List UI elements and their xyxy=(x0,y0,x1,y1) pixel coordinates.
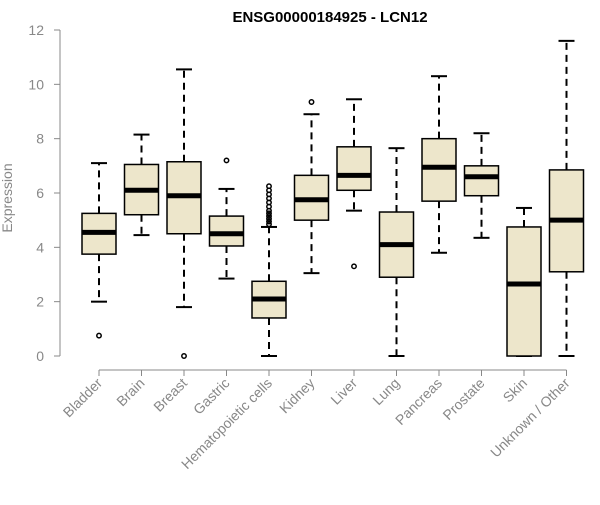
outlier-point xyxy=(266,183,272,190)
x-tick-label: Lung xyxy=(369,375,402,408)
x-tick-label: Bladder xyxy=(60,375,106,421)
box-kidney xyxy=(293,99,330,275)
y-tick-label: 2 xyxy=(36,294,44,310)
y-tick-label: 8 xyxy=(36,131,44,147)
x-tick-label: Unknown / Other xyxy=(487,375,573,461)
x-tick-label: Pancreas xyxy=(392,375,445,428)
iqr-box xyxy=(463,165,500,197)
outlier-point xyxy=(351,263,357,270)
chart-title: ENSG00000184925 - LCN12 xyxy=(232,9,427,26)
box-brain xyxy=(123,133,160,237)
x-tick-label: Kidney xyxy=(276,375,318,417)
iqr-box xyxy=(506,226,542,357)
x-tick-label: Skin xyxy=(500,375,531,406)
box-bladder xyxy=(81,162,117,339)
box-unknown-other xyxy=(548,39,585,357)
outlier-point xyxy=(308,99,315,105)
outlier-point xyxy=(266,218,272,225)
box-lung xyxy=(378,147,415,357)
outlier-point xyxy=(223,157,230,164)
outlier-point xyxy=(266,221,272,228)
box-liver xyxy=(336,98,372,270)
outlier-point xyxy=(266,210,272,217)
box-pancreas xyxy=(421,75,457,254)
y-tick-label: 10 xyxy=(28,76,44,92)
box-hematopoietic-cells xyxy=(251,183,287,357)
y-tick-label: 0 xyxy=(36,348,44,364)
box-breast xyxy=(166,68,202,359)
outlier-point xyxy=(181,353,187,359)
y-axis-label: Expression xyxy=(0,163,15,232)
box-skin xyxy=(506,206,542,357)
x-tick-label: Brain xyxy=(113,375,147,409)
outlier-point xyxy=(96,332,102,339)
x-tick-label: Liver xyxy=(327,375,360,408)
y-axis: 0 2 4 6 8 10 12 xyxy=(28,22,61,364)
outlier-point xyxy=(266,215,272,222)
x-tick-label: Prostate xyxy=(439,375,487,423)
x-tick-label: Breast xyxy=(150,375,190,415)
box-prostate xyxy=(463,132,500,239)
y-tick-label: 12 xyxy=(28,22,44,38)
outlier-point xyxy=(266,213,272,220)
iqr-box xyxy=(336,146,372,192)
iqr-box xyxy=(208,215,245,247)
y-tick-label: 6 xyxy=(36,185,44,201)
y-tick-label: 4 xyxy=(36,239,44,255)
iqr-box xyxy=(421,137,457,202)
box-series xyxy=(81,39,585,359)
box-gastric xyxy=(208,157,245,280)
